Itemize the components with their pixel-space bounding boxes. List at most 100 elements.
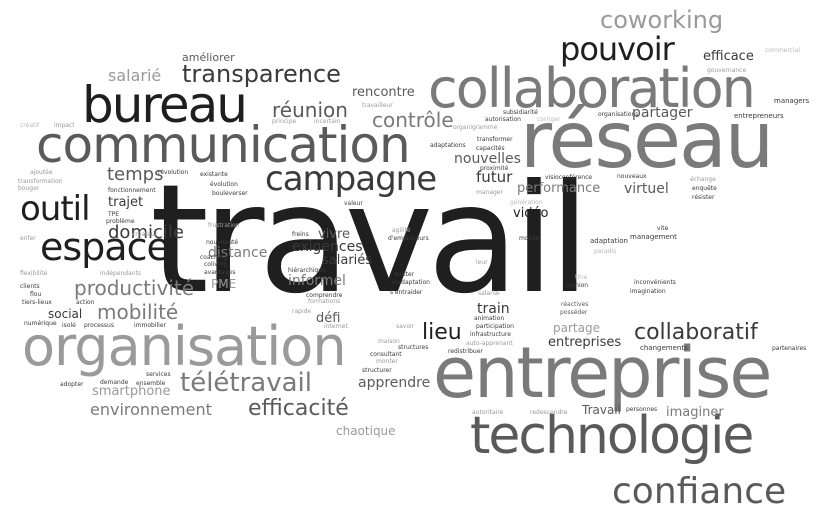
word: commercial — [765, 47, 800, 54]
word: pouvoir — [560, 30, 675, 68]
word: tiers-lieux — [22, 299, 52, 306]
word: gouvernance — [707, 67, 747, 74]
word: participation — [476, 323, 514, 330]
word: chaotique — [336, 424, 396, 438]
word: apprendre — [358, 375, 431, 391]
word: bureau — [82, 76, 248, 134]
word: comprendre — [306, 292, 343, 299]
word: immobilier — [134, 322, 166, 329]
word: bouleverser — [212, 190, 248, 197]
word: smartphone — [92, 384, 171, 399]
word: créateur — [132, 231, 158, 238]
word: rencontre — [352, 85, 415, 100]
word: consultant — [370, 351, 402, 358]
word: auto-apprenant — [466, 340, 513, 347]
word: nouveaux — [617, 173, 647, 180]
word: nouveauté — [206, 239, 239, 246]
word: évolution — [210, 181, 238, 188]
word: transparence — [182, 60, 341, 88]
word: transformer — [477, 136, 513, 143]
word: mobile — [519, 235, 540, 242]
word: organisation — [22, 315, 347, 378]
word: avantages — [204, 269, 236, 276]
word: travailleur — [362, 102, 393, 109]
word: transformation — [18, 178, 63, 185]
word: redescendre — [530, 409, 568, 416]
word: animation — [474, 315, 505, 322]
word: hiérarchique — [288, 267, 326, 274]
word: savoir — [396, 323, 415, 330]
word: Travail — [582, 403, 621, 417]
word: formations — [308, 298, 341, 305]
word: campagne — [265, 159, 437, 199]
word: révolution — [158, 169, 189, 176]
word: partenaires — [772, 345, 807, 352]
word: s'entraider — [390, 289, 423, 296]
word: entreprise — [433, 332, 772, 414]
word: social — [48, 307, 83, 321]
word: créatif — [20, 122, 40, 129]
word: collaboration — [428, 57, 756, 120]
word: leur — [476, 259, 488, 266]
word: salarial — [478, 290, 500, 297]
word: bouger — [18, 185, 40, 192]
word: travail — [150, 153, 590, 327]
word: proximité — [480, 165, 509, 172]
word: technologie — [470, 406, 754, 466]
word: défi — [316, 311, 341, 326]
word: demande — [100, 379, 129, 386]
word: adopter — [60, 381, 84, 388]
word: vivre — [318, 227, 351, 242]
word: ajoutée — [30, 169, 53, 176]
word: monter — [376, 358, 398, 365]
word: efficace — [703, 49, 754, 64]
word: flexibilité — [20, 270, 48, 277]
word: contrôle — [372, 108, 454, 132]
word: génération — [510, 199, 543, 206]
word: vidéo — [513, 206, 549, 221]
word: enquête — [692, 185, 717, 192]
word: espace — [40, 225, 170, 269]
word: maison — [378, 338, 400, 345]
word: enfer — [20, 235, 36, 242]
word: ensemble — [136, 380, 166, 387]
word: TPE — [108, 211, 120, 218]
word: productivité — [74, 276, 195, 300]
word: subsidiarité — [503, 109, 538, 116]
word: distance — [208, 245, 268, 261]
word: fonctionnement — [108, 187, 156, 194]
word: problème — [106, 218, 135, 225]
word: adaptation — [590, 237, 628, 245]
word: posséder — [560, 309, 588, 316]
word: autorisation — [485, 116, 521, 123]
word: performance — [517, 181, 601, 196]
word: management — [630, 233, 677, 241]
word: corriger — [537, 116, 561, 123]
word: organigramme — [453, 124, 498, 131]
word: salarié — [108, 66, 162, 85]
word: imaginer — [666, 405, 724, 420]
word: frustration — [208, 222, 240, 229]
word: échange — [690, 176, 716, 183]
word: paradis — [594, 248, 617, 255]
word: quitter — [394, 271, 415, 278]
word: inadaptation — [392, 279, 430, 286]
word: virtuel — [624, 181, 669, 197]
word: indépendants — [100, 270, 142, 277]
word: coworking — [600, 6, 724, 34]
word: communication — [36, 116, 411, 174]
word: organisations — [598, 111, 639, 118]
word: salariés — [322, 253, 373, 268]
word: télétravail — [180, 368, 312, 398]
word: améliorer — [182, 51, 235, 64]
word: managers — [774, 97, 810, 105]
word: existante — [200, 171, 228, 178]
word: adaptations — [430, 142, 466, 149]
word: vite — [657, 225, 669, 232]
word: agilité — [392, 227, 411, 234]
word: manager — [476, 189, 503, 196]
word: mobilité — [97, 300, 179, 324]
word: flou — [30, 291, 42, 298]
word: inconvénients — [634, 279, 676, 286]
word: changements — [640, 344, 688, 352]
